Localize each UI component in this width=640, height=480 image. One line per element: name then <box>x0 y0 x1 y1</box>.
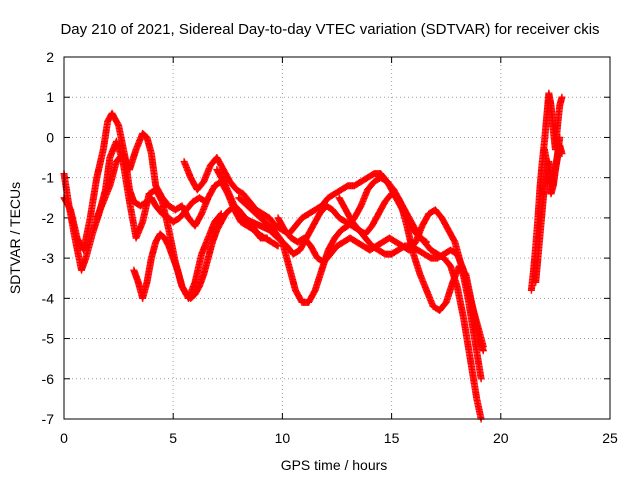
plot-frame <box>63 56 611 420</box>
x-tick-label: 15 <box>384 430 400 446</box>
y-tick-label: -6 <box>42 371 55 387</box>
y-tick-label: -5 <box>42 331 55 347</box>
data-point <box>556 133 564 141</box>
x-tick-label: 25 <box>602 430 618 446</box>
marks-layer <box>60 89 566 423</box>
y-tick-label: -4 <box>42 290 55 306</box>
x-tick-label: 5 <box>169 430 177 446</box>
x-tick-label: 10 <box>275 430 291 446</box>
chart-title: Day 210 of 2021, Sidereal Day-to-day VTE… <box>60 21 599 38</box>
y-tick-label: 0 <box>46 129 54 145</box>
y-axis-label: SDTVAR / TECUs <box>7 182 23 294</box>
y-tick-label: 1 <box>46 89 54 105</box>
x-tick-label: 0 <box>60 430 68 446</box>
data-point <box>479 347 487 355</box>
data-point-trace <box>273 241 281 249</box>
data-point <box>558 93 566 101</box>
x-axis-label: GPS time / hours <box>281 457 388 473</box>
y-tick-label: -7 <box>42 411 55 427</box>
y-tick-label: 2 <box>46 49 54 65</box>
data-point <box>477 375 485 383</box>
y-tick-label: -2 <box>42 210 55 226</box>
y-tick-label: -3 <box>42 250 55 266</box>
x-tick-label: 20 <box>493 430 509 446</box>
y-tick-label: -1 <box>42 170 55 186</box>
